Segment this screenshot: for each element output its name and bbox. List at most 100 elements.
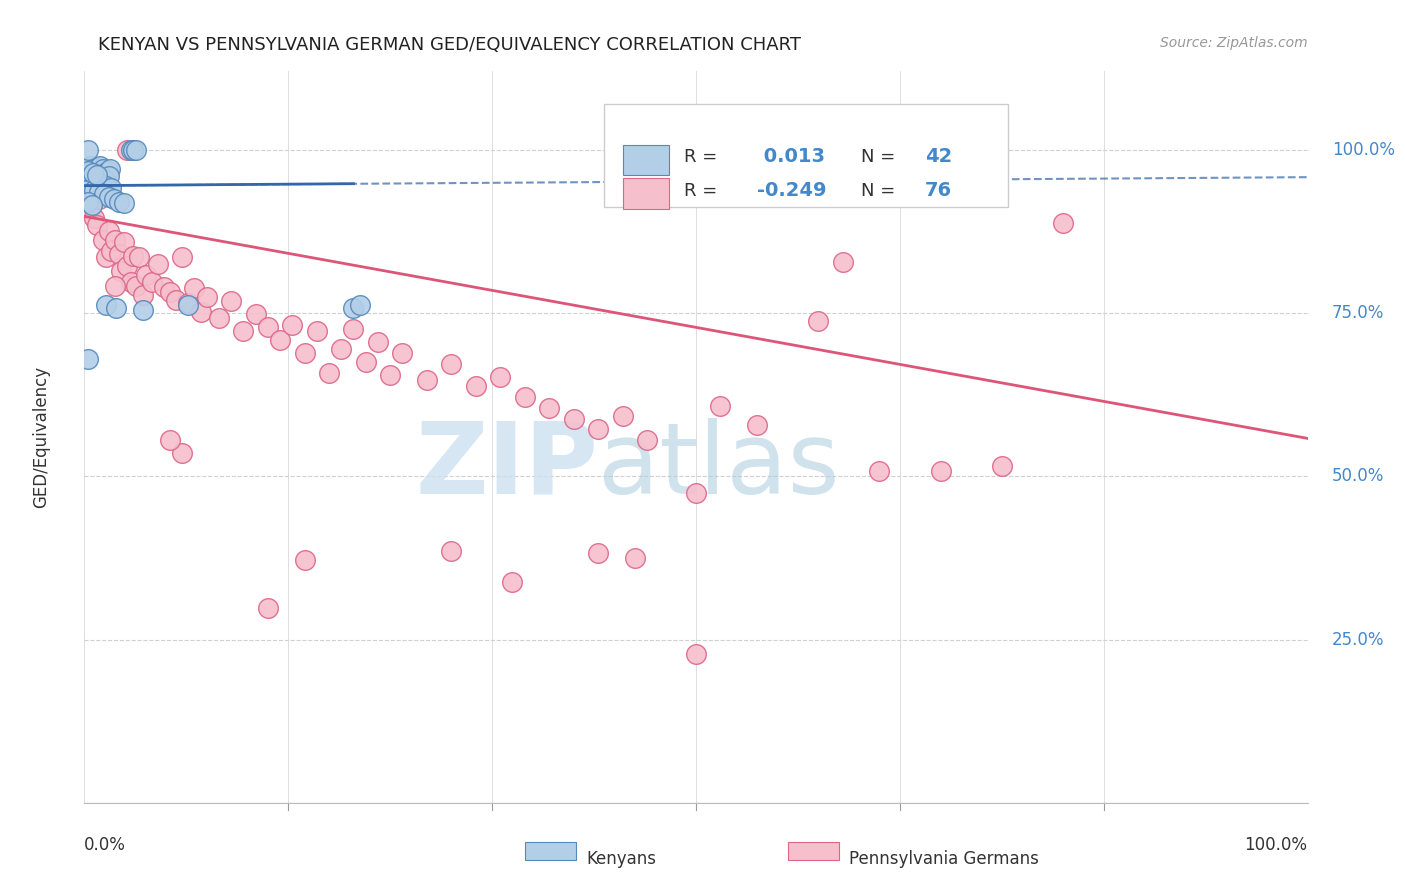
Point bbox=[84, 163, 107, 178]
Point bbox=[128, 251, 150, 265]
Point bbox=[177, 296, 200, 310]
Point bbox=[96, 251, 118, 265]
Point bbox=[104, 233, 127, 247]
Point bbox=[342, 322, 364, 336]
Point bbox=[110, 263, 132, 277]
Point bbox=[105, 301, 128, 315]
Point bbox=[232, 324, 254, 338]
Point bbox=[77, 351, 100, 366]
Text: ZIP: ZIP bbox=[415, 417, 598, 515]
Point bbox=[120, 143, 142, 157]
Point bbox=[636, 434, 658, 448]
Point bbox=[146, 257, 169, 271]
Point bbox=[122, 143, 145, 157]
Point bbox=[97, 163, 120, 178]
Point bbox=[747, 418, 769, 433]
Point bbox=[183, 281, 205, 295]
Point bbox=[122, 248, 145, 262]
Point bbox=[624, 550, 647, 565]
Point bbox=[90, 177, 112, 191]
Point bbox=[489, 370, 512, 384]
Point bbox=[100, 244, 122, 258]
Point bbox=[80, 198, 103, 212]
Text: R =: R = bbox=[683, 182, 717, 200]
Point bbox=[83, 169, 105, 183]
Point bbox=[115, 259, 138, 273]
Point bbox=[97, 190, 120, 204]
Point bbox=[87, 185, 110, 199]
Point bbox=[159, 285, 181, 299]
Point bbox=[94, 165, 117, 179]
Point bbox=[586, 422, 609, 436]
Text: Source: ZipAtlas.com: Source: ZipAtlas.com bbox=[1160, 36, 1308, 50]
Point bbox=[807, 314, 830, 328]
Point bbox=[125, 278, 148, 293]
Bar bbox=[787, 841, 839, 860]
FancyBboxPatch shape bbox=[605, 104, 1008, 207]
Point bbox=[135, 268, 157, 282]
Point bbox=[112, 196, 135, 211]
Point bbox=[464, 379, 486, 393]
Point bbox=[172, 446, 194, 460]
Point bbox=[97, 224, 120, 238]
Point bbox=[1052, 216, 1074, 230]
Text: 76: 76 bbox=[925, 181, 952, 200]
Bar bbox=[623, 145, 669, 175]
Text: 50.0%: 50.0% bbox=[1331, 467, 1385, 485]
Point bbox=[87, 161, 110, 175]
Point bbox=[120, 275, 142, 289]
Point bbox=[96, 298, 118, 312]
Point bbox=[122, 143, 145, 157]
Point bbox=[354, 355, 377, 369]
Point bbox=[77, 194, 100, 209]
Text: 100.0%: 100.0% bbox=[1331, 141, 1395, 159]
Bar bbox=[623, 178, 669, 209]
Point bbox=[87, 170, 110, 185]
Text: KENYAN VS PENNSYLVANIA GERMAN GED/EQUIVALENCY CORRELATION CHART: KENYAN VS PENNSYLVANIA GERMAN GED/EQUIVA… bbox=[98, 36, 801, 54]
Point bbox=[502, 575, 524, 590]
Text: atlas: atlas bbox=[598, 417, 839, 515]
Point bbox=[80, 174, 103, 188]
Point bbox=[440, 544, 463, 558]
Point bbox=[86, 175, 108, 189]
Point bbox=[77, 182, 100, 196]
Text: 0.0%: 0.0% bbox=[84, 836, 127, 854]
Point bbox=[195, 290, 218, 304]
Point bbox=[330, 342, 353, 356]
Point bbox=[172, 251, 194, 265]
Point bbox=[869, 464, 891, 478]
Text: Kenyans: Kenyans bbox=[586, 850, 655, 868]
Point bbox=[86, 168, 108, 182]
Point bbox=[79, 159, 101, 173]
Point bbox=[165, 293, 187, 307]
Point bbox=[440, 357, 463, 371]
Point bbox=[141, 275, 163, 289]
Point bbox=[318, 366, 340, 380]
Point bbox=[91, 162, 114, 177]
Bar bbox=[524, 841, 576, 860]
Point bbox=[257, 601, 280, 615]
Point bbox=[132, 302, 155, 317]
Point bbox=[86, 218, 108, 232]
Text: N =: N = bbox=[860, 148, 896, 166]
Point bbox=[281, 318, 304, 332]
Text: Pennsylvania Germans: Pennsylvania Germans bbox=[849, 850, 1039, 868]
Point bbox=[685, 485, 707, 500]
Point bbox=[93, 187, 115, 202]
Point bbox=[77, 143, 100, 157]
Point bbox=[82, 165, 104, 179]
Point bbox=[93, 172, 115, 186]
Point bbox=[612, 409, 634, 424]
Point bbox=[91, 233, 114, 247]
Point bbox=[538, 401, 561, 415]
Point bbox=[269, 334, 291, 348]
Point bbox=[87, 192, 110, 206]
Text: 25.0%: 25.0% bbox=[1331, 631, 1385, 648]
Point bbox=[98, 162, 121, 177]
Point bbox=[294, 346, 316, 360]
Point bbox=[82, 162, 104, 177]
Point bbox=[83, 211, 105, 226]
Point bbox=[77, 163, 100, 178]
Text: GED/Equivalency: GED/Equivalency bbox=[32, 366, 51, 508]
Point bbox=[100, 180, 122, 194]
